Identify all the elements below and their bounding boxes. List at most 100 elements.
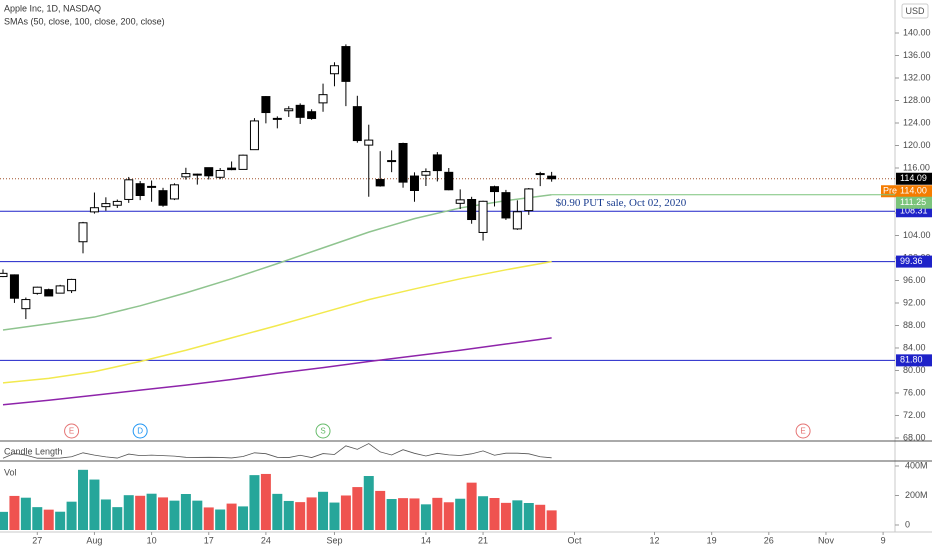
candle-body <box>318 94 328 104</box>
x-tick-label: 12 <box>650 535 660 545</box>
volume-bar <box>546 510 557 530</box>
candle-body <box>398 142 408 183</box>
volume-bar <box>169 500 180 530</box>
x-tick-label: 24 <box>261 535 271 545</box>
volume-bar <box>432 497 443 530</box>
x-tick-label: 27 <box>32 535 42 545</box>
candle-body <box>124 179 134 200</box>
candle-body <box>215 169 225 178</box>
volume-bar <box>340 495 351 530</box>
volume-bar <box>55 511 66 530</box>
volume-bar <box>295 502 306 530</box>
volume-bar <box>283 500 294 530</box>
candle-body <box>352 106 362 142</box>
candle-body <box>32 286 42 294</box>
volume-bar <box>318 491 329 530</box>
candle-body <box>455 199 465 204</box>
volume-tick-label: 200M <box>905 490 928 500</box>
premarket-label: 114.00 <box>900 186 927 196</box>
level-label: 108.31 <box>900 206 928 216</box>
candle-body <box>169 184 179 200</box>
candle-body <box>512 211 522 230</box>
currency-box[interactable] <box>901 3 929 19</box>
candle-body <box>284 108 294 112</box>
y-tick-label: 68.00 <box>903 432 926 442</box>
event-marker <box>315 423 331 439</box>
candle-body <box>78 222 88 243</box>
volume-bar <box>523 503 534 530</box>
event-label: D <box>137 427 143 436</box>
volume-bar <box>455 498 466 530</box>
level-label: 81.80 <box>900 355 923 365</box>
candle-body <box>55 285 65 294</box>
candle-body <box>489 186 499 193</box>
volume-bar <box>272 493 283 530</box>
y-tick-label: 80.00 <box>903 365 926 375</box>
candle-body <box>204 167 214 177</box>
x-tick-label: Aug <box>86 535 102 545</box>
level-label: 99.36 <box>900 256 923 266</box>
volume-bar <box>192 500 203 530</box>
candle-body <box>147 185 157 188</box>
candle-body <box>364 139 374 146</box>
candle-length-line <box>2 443 552 459</box>
candle-body <box>524 188 534 212</box>
event-marker <box>64 423 80 439</box>
chart-title: Apple Inc, 1D, NASDAQ <box>4 3 101 13</box>
volume-bar <box>20 497 31 530</box>
volume-name: Vol <box>4 467 17 477</box>
candle-body <box>192 173 202 176</box>
volume-bar <box>329 502 340 530</box>
volume-bar <box>249 475 260 530</box>
candle-body <box>21 299 31 310</box>
event-label: E <box>800 427 805 436</box>
last-price-tag <box>896 172 932 185</box>
y-tick-label: 96.00 <box>903 275 926 285</box>
y-tick-label: 120.00 <box>903 140 931 150</box>
volume-bar <box>386 499 397 530</box>
sma-line <box>2 337 552 406</box>
candle-body <box>409 175 419 191</box>
volume-bar <box>420 504 431 530</box>
volume-bar <box>78 469 89 530</box>
volume-tick-label: 400M <box>905 460 928 470</box>
volume-bar <box>443 502 454 530</box>
volume-bar <box>0 511 8 530</box>
candle-body <box>89 207 99 213</box>
level-tag <box>896 354 932 367</box>
candle-body <box>158 190 168 206</box>
candle-body <box>341 46 351 82</box>
x-tick-label: 9 <box>881 535 886 545</box>
volume-bar <box>112 507 123 530</box>
annotation: $0.90 PUT sale, Oct 02, 2020 <box>556 197 687 209</box>
volume-bar <box>100 499 111 530</box>
volume-bar <box>409 498 420 530</box>
candle-body <box>307 111 317 119</box>
volume-bar <box>500 502 511 530</box>
volume-bar <box>375 490 386 530</box>
y-tick-label: 84.00 <box>903 342 926 352</box>
y-tick-label: 124.00 <box>903 117 931 127</box>
premarket-name: Pre <box>883 186 897 196</box>
candle-body <box>535 173 545 176</box>
volume-bar <box>363 476 374 530</box>
candle-body <box>547 175 557 180</box>
x-tick-label: 17 <box>204 535 214 545</box>
currency[interactable]: USD <box>905 6 925 16</box>
last-price-label: 114.09 <box>900 173 927 183</box>
volume-bar <box>215 509 226 530</box>
chart-subtitle: SMAs (50, close, 100, close, 200, close) <box>4 16 165 26</box>
volume-bar <box>43 509 54 530</box>
candle-body <box>249 120 259 151</box>
candle-body <box>0 272 8 278</box>
candle-body <box>295 104 305 118</box>
volume-bar <box>466 482 477 530</box>
candle-body <box>135 183 145 197</box>
volume-bar <box>9 495 20 530</box>
candle-body <box>421 171 431 176</box>
volume-bar <box>32 507 43 530</box>
sma-line <box>2 260 552 384</box>
y-tick-label: 132.00 <box>903 72 931 82</box>
y-tick-label: 128.00 <box>903 95 931 105</box>
